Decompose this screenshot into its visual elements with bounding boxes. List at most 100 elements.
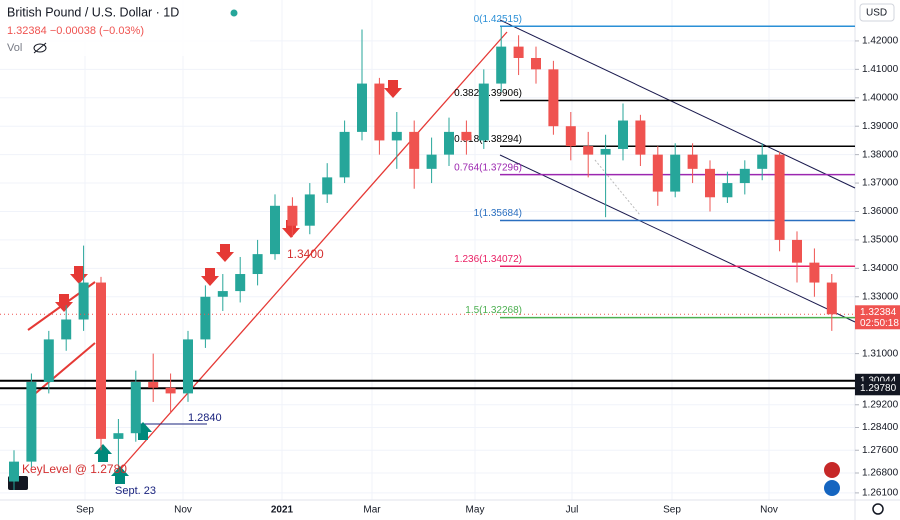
last-price-badge (855, 305, 900, 330)
candle-body (322, 177, 333, 195)
candle-body (809, 262, 820, 283)
price-badge-label: 1.30044 (860, 375, 897, 386)
candle-body (426, 154, 437, 169)
candle-body (148, 382, 159, 388)
candle-body (722, 183, 733, 198)
y-tick-label: 1.33000 (862, 291, 899, 302)
annotation: 1.3400 (287, 247, 324, 261)
candle-body (165, 387, 176, 394)
fib-label: 0(1.42515) (474, 14, 522, 25)
flag-icons (824, 462, 840, 496)
buy-arrows (94, 422, 152, 484)
candle-body (774, 154, 785, 240)
quote: 1.32384 −0.00038 (−0.03%) (7, 25, 144, 37)
y-tick-label: 1.31000 (862, 348, 899, 359)
candle-body (235, 274, 246, 292)
annotation: 1.2840 (188, 412, 222, 424)
x-tick-label: Nov (174, 505, 192, 516)
candle-body (826, 282, 837, 315)
candle-body (374, 83, 385, 141)
candle-body (635, 120, 646, 155)
candle-body (513, 46, 524, 58)
trend-line (117, 31, 508, 473)
candle-body (339, 131, 350, 178)
candle-body (670, 154, 681, 192)
candle-body (26, 382, 37, 462)
x-tick-label: Sep (663, 505, 681, 516)
price-badge-label: 1.29780 (860, 383, 897, 394)
last-price-label: 1.32384 (860, 307, 897, 318)
x-tick-label: Jul (566, 505, 579, 516)
fib-label: 1(1.35684) (474, 208, 522, 219)
y-tick-label: 1.41000 (862, 64, 899, 75)
candle-body (43, 339, 54, 383)
fib-label: 1.236(1.34072) (454, 254, 522, 265)
candle-body (461, 131, 472, 141)
fib-label: 1.5(1.32268) (465, 305, 522, 316)
candle-body (183, 339, 193, 394)
candle-body (113, 433, 124, 439)
candle-body (357, 83, 367, 132)
candle-body (600, 148, 611, 155)
market-status (230, 9, 238, 17)
y-tick-label: 1.37000 (862, 178, 899, 189)
fib-label: 0.764(1.37296) (454, 162, 522, 173)
candle-body (531, 57, 541, 70)
x-tick-label: May (466, 505, 485, 516)
price-badge (855, 381, 900, 396)
countdown: 02:50:18 (860, 318, 899, 329)
candle-body (200, 296, 211, 340)
candle-body (444, 131, 454, 155)
y-tick-label: 1.36000 (862, 206, 899, 217)
candle-body (739, 168, 750, 184)
settings-icon[interactable] (872, 503, 884, 515)
volume-label: Vol (7, 42, 22, 54)
y-tick-label: 1.27600 (862, 445, 899, 456)
candle-body (78, 282, 89, 320)
candle-body (496, 46, 507, 84)
candle-body (548, 69, 559, 127)
currency-button[interactable] (859, 3, 895, 22)
hide-icon[interactable] (33, 42, 47, 54)
candle-body (9, 461, 19, 482)
x-tick-label: 2021 (271, 505, 294, 516)
candle-body (705, 168, 715, 198)
candle-body (409, 131, 420, 169)
y-tick-label: 1.35000 (862, 235, 899, 246)
candle-body (478, 83, 489, 141)
candle-body (583, 146, 594, 155)
candle-body (687, 154, 698, 169)
candle-body (96, 282, 106, 439)
candle-body (270, 205, 280, 255)
candle-body (652, 154, 663, 192)
y-tick-label: 1.28400 (862, 422, 899, 433)
y-tick-label: 1.40000 (862, 92, 899, 103)
y-tick-label: 1.29200 (862, 399, 899, 410)
annotation: KeyLevel @ 1.2780 (22, 462, 127, 476)
candle-body (792, 239, 802, 263)
x-tick-label: Sep (76, 505, 94, 516)
plot-area (0, 0, 855, 500)
x-tick-label: Mar (363, 505, 381, 516)
y-tick-label: 1.38000 (862, 149, 899, 160)
candle-body (304, 194, 315, 226)
y-tick-label: 1.42000 (862, 36, 899, 47)
currency: USD (866, 8, 887, 19)
y-tick-label: 1.34000 (862, 263, 899, 274)
x-tick-label: Nov (760, 505, 778, 516)
y-tick-label: 1.39000 (862, 121, 899, 132)
candle-body (130, 382, 141, 434)
channel-line (499, 154, 856, 323)
candle-body (252, 254, 263, 275)
candle-body (565, 126, 576, 147)
candle-body (217, 291, 228, 297)
candle-body (391, 131, 402, 141)
annotation: Sept. 23 (115, 485, 156, 497)
channel-line (499, 19, 856, 189)
y-tick-label: 1.26100 (862, 488, 899, 499)
candle-body (61, 319, 72, 340)
candle-body (618, 120, 628, 149)
y-tick-label: 1.26800 (862, 468, 899, 479)
